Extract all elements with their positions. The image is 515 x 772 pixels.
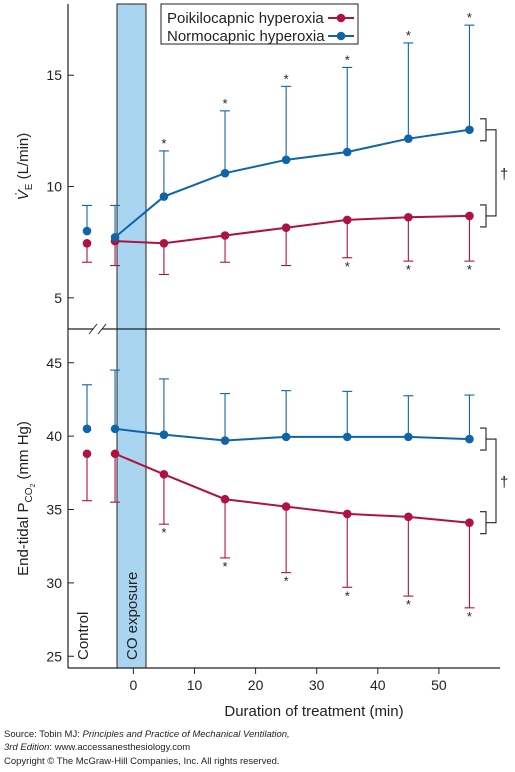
legend-label: Normocapnic hyperoxia <box>167 28 325 45</box>
legend-box <box>160 3 359 45</box>
data-point <box>159 238 169 248</box>
plot-area: 5 10 15 25 30 35 40 45 0 10 20 30 40 50 Duration of tr… <box>15 3 508 720</box>
source-book-title: Principles and Practice of Mechanical Ve… <box>82 729 290 740</box>
data-point <box>110 449 120 459</box>
significance-star: * <box>406 262 411 277</box>
y-tick-label: 15 <box>46 67 62 83</box>
data-point <box>220 436 230 445</box>
y-axis-label-pco2: End-tidal PCO2 (mm Hg) <box>15 421 37 576</box>
x-tick-label: 0 <box>129 677 137 693</box>
group-bracket-lower <box>480 204 487 228</box>
x-tick-label: 50 <box>431 677 447 693</box>
data-point <box>281 155 291 165</box>
y-tick-label: 25 <box>46 648 62 664</box>
x-tick-label: 40 <box>370 677 386 693</box>
dagger-mark: † <box>500 166 508 183</box>
significance-star: * <box>467 262 472 277</box>
data-point <box>342 432 352 442</box>
y-tick-label: 10 <box>46 179 62 195</box>
source-prefix: Source: Tobin MJ: <box>4 729 83 740</box>
data-point <box>404 512 413 522</box>
axis-break-mark <box>97 323 107 335</box>
significance-star: * <box>223 559 228 574</box>
series-line <box>114 452 470 524</box>
x-axis-label: Duration of treatment (min) <box>224 703 403 720</box>
dagger-mark: † <box>500 474 508 491</box>
significance-star: * <box>161 136 166 151</box>
x-tick-label: 10 <box>187 677 203 693</box>
comparison-bracket <box>486 129 497 217</box>
data-point <box>342 215 352 225</box>
y-tick-label: 40 <box>46 428 62 444</box>
group-bracket-lower <box>480 511 487 535</box>
data-point <box>110 232 120 242</box>
axis-break-mark <box>88 323 98 335</box>
y-tick-label: 35 <box>46 502 62 518</box>
data-point <box>281 432 291 442</box>
comparison-bracket <box>486 438 497 524</box>
data-point <box>159 430 169 439</box>
data-point <box>281 502 291 511</box>
data-point <box>404 134 413 143</box>
control-data-point <box>82 226 92 236</box>
co-exposure-label: CO exposure <box>124 572 141 660</box>
significance-star: * <box>406 28 411 43</box>
significance-star: * <box>345 588 350 603</box>
data-point <box>404 212 413 222</box>
control-data-point <box>82 424 92 434</box>
source-website: : www.accessanesthesiology.com <box>49 742 191 753</box>
y-tick-label: 5 <box>54 290 62 306</box>
source-line-2: 3rd Edition: www.accessanesthesiology.co… <box>4 742 190 753</box>
group-bracket-upper <box>480 427 487 451</box>
data-point <box>465 434 474 444</box>
data-point <box>465 211 474 221</box>
significance-star: * <box>467 10 472 25</box>
x-tick-label: 20 <box>248 677 264 693</box>
series-normocapnic-bottom <box>82 369 475 445</box>
data-point <box>159 469 169 479</box>
control-data-point <box>82 449 92 459</box>
significance-star: * <box>345 52 350 67</box>
axis-break-gap <box>93 323 102 335</box>
data-point <box>281 223 291 233</box>
co-exposure-band <box>116 3 147 669</box>
copyright-line: Copyright © The McGraw-Hill Companies, I… <box>4 756 280 767</box>
data-point <box>220 168 230 178</box>
y-axis-label-ventilation: V̇E (L/min) <box>15 133 35 201</box>
data-point <box>220 494 230 504</box>
data-point <box>342 147 352 157</box>
significance-star: * <box>284 71 289 86</box>
series-poikilocapnic-bottom <box>82 449 475 609</box>
significance-star: * <box>345 259 350 274</box>
data-point <box>342 509 352 519</box>
series-line <box>114 128 470 239</box>
data-point <box>404 432 413 442</box>
legend-label: Poikilocapnic hyperoxia <box>167 10 324 27</box>
data-point <box>110 424 120 434</box>
legend-marker <box>336 31 346 41</box>
data-point <box>465 125 474 135</box>
group-bracket-upper <box>480 118 487 142</box>
source-line-1: Source: Tobin MJ: Principles and Practic… <box>4 729 290 740</box>
significance-star: * <box>223 96 228 111</box>
legend-marker <box>336 13 346 23</box>
significance-star: * <box>284 574 289 589</box>
control-label: Control <box>75 612 92 660</box>
control-data-point <box>82 238 92 248</box>
y-tick-label: 45 <box>46 355 62 371</box>
figure: 5 10 15 25 30 35 40 45 0 10 20 30 40 50 Duration of tr… <box>15 3 508 720</box>
series-line <box>115 214 470 245</box>
significance-star: * <box>161 525 166 540</box>
data-point <box>220 231 230 240</box>
significance-star: * <box>467 609 472 624</box>
source-edition: 3rd Edition <box>4 742 50 753</box>
data-point <box>465 518 474 528</box>
data-point <box>159 192 169 201</box>
series-normocapnic-top <box>82 24 475 242</box>
x-tick-label: 30 <box>309 677 325 693</box>
significance-star: * <box>406 597 411 612</box>
y-tick-label: 30 <box>46 575 62 591</box>
